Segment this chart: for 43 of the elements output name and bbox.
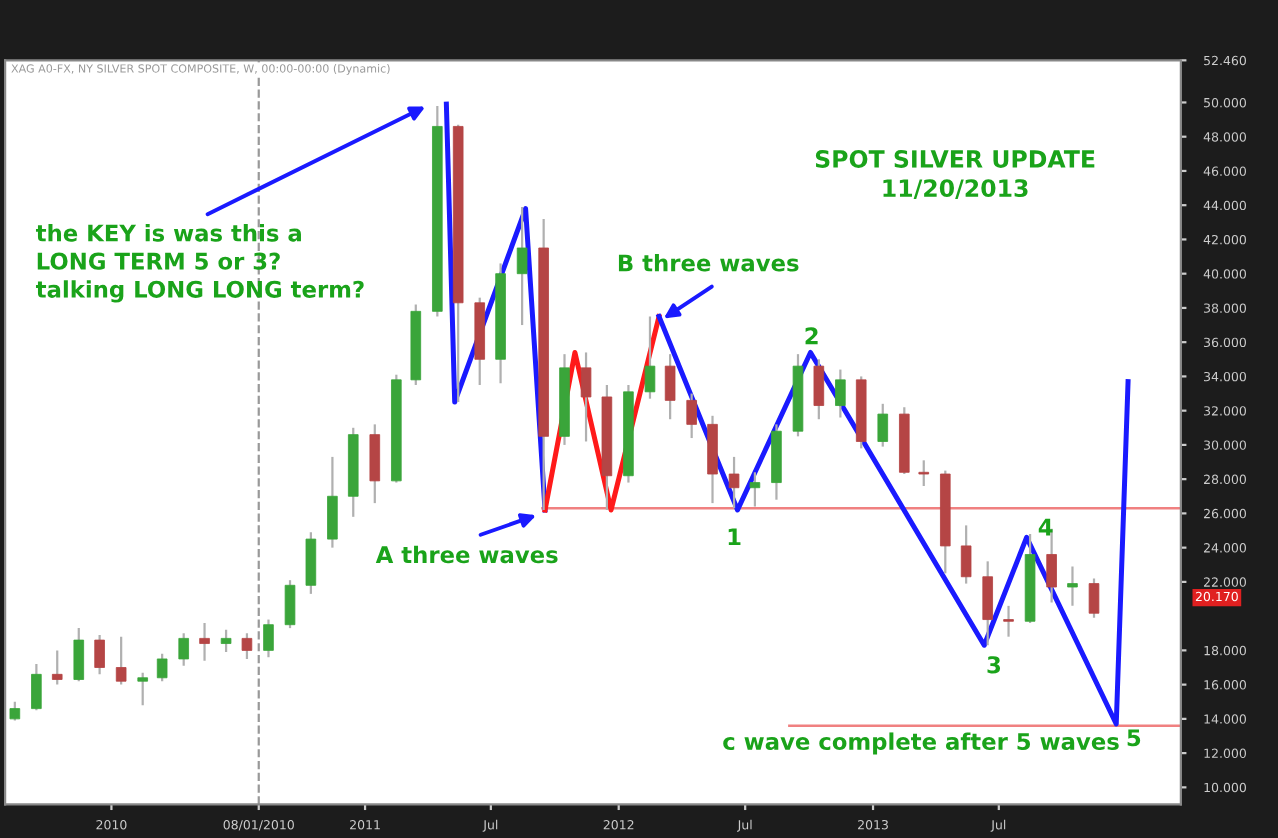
candlestick <box>305 531 317 595</box>
annotation: the KEY is was this a LONG TERM 5 or 3? talking LONG LONG term? <box>35 224 364 303</box>
candlestick <box>982 560 993 647</box>
candlestick <box>1003 604 1014 638</box>
candlestick <box>73 627 85 683</box>
candlestick <box>241 632 253 661</box>
candlestick <box>686 392 697 440</box>
candlestick <box>664 353 676 421</box>
candlestick <box>516 205 528 327</box>
candlestick <box>115 635 127 686</box>
annotation: 1 <box>728 528 741 546</box>
candlestick <box>1088 577 1100 619</box>
annotation: B three waves <box>618 253 799 272</box>
candlestick <box>94 633 105 676</box>
candlestick <box>813 358 825 421</box>
candlestick <box>918 459 930 488</box>
annotation: 5 <box>1127 729 1141 747</box>
candlestick <box>835 368 846 419</box>
candlestick <box>327 455 338 549</box>
candlestick <box>749 471 761 508</box>
candlestick <box>728 455 740 510</box>
candlestick <box>156 652 168 683</box>
candlestick <box>369 423 381 505</box>
candlestick <box>644 315 656 400</box>
annotation: 2 <box>805 327 818 345</box>
candlestick <box>9 700 21 722</box>
candlestick <box>877 402 889 448</box>
candlestick <box>220 628 232 654</box>
candlestick <box>284 579 296 630</box>
candlestick <box>31 662 42 712</box>
candlestick <box>199 621 210 662</box>
candlestick <box>178 632 189 667</box>
annotation: SPOT SILVER UPDATE 11/20/2013 <box>815 150 1095 199</box>
candlestick <box>137 671 148 707</box>
candlestick <box>960 524 972 585</box>
candlestick <box>51 649 63 686</box>
annotation: c wave complete after 5 waves <box>723 732 1119 755</box>
annotation: 3 <box>987 656 1001 674</box>
candlestick <box>263 618 274 659</box>
annotation: A three waves <box>375 545 558 564</box>
candlestick <box>1067 565 1078 607</box>
candlestick <box>580 351 592 443</box>
annotation: 4 <box>1038 518 1053 536</box>
